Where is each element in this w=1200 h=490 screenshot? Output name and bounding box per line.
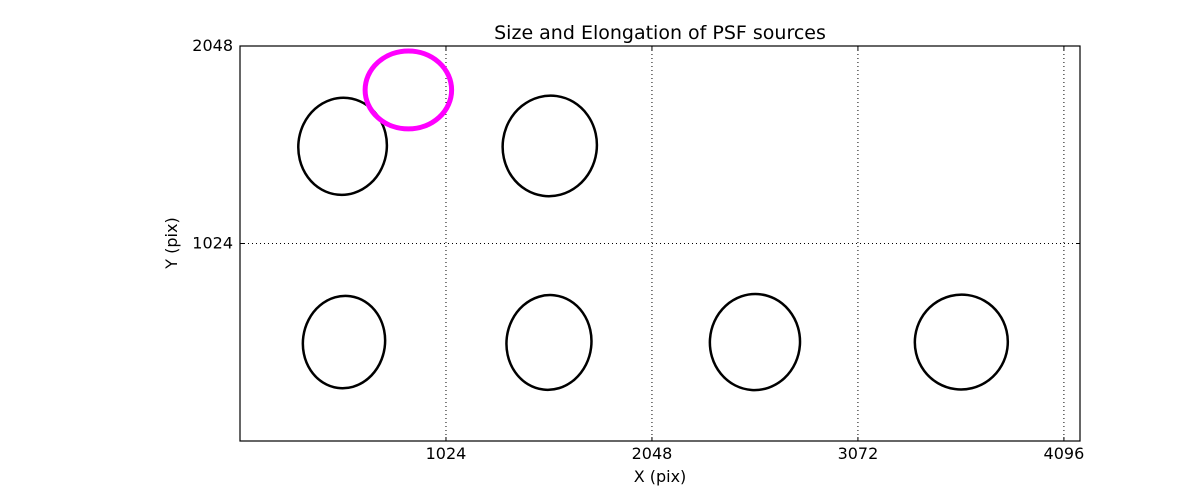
x-axis-label: X (pix) bbox=[634, 467, 687, 486]
y-axis-label: Y (pix) bbox=[162, 217, 181, 269]
psf-ellipse bbox=[913, 293, 1010, 391]
psf-ellipse bbox=[708, 292, 802, 392]
plot-title: Size and Elongation of PSF sources bbox=[494, 22, 826, 44]
highlighted-ellipse bbox=[362, 48, 455, 132]
y-tick-label: 2048 bbox=[192, 36, 233, 55]
psf-ellipse bbox=[501, 94, 599, 198]
axis-ticks bbox=[240, 45, 1080, 441]
x-tick-label: 1024 bbox=[426, 444, 467, 463]
psf-ellipses bbox=[297, 48, 1010, 392]
psf-ellipse bbox=[505, 293, 593, 392]
x-tick-label: 3072 bbox=[838, 444, 879, 463]
y-tick-label: 1024 bbox=[192, 234, 233, 253]
x-tick-label: 4096 bbox=[1044, 444, 1085, 463]
tick-labels: 1024 2048 3072 4096 1024 2048 bbox=[192, 36, 1084, 463]
psf-ellipse bbox=[297, 96, 389, 197]
x-tick-label: 2048 bbox=[632, 444, 673, 463]
gridlines bbox=[240, 46, 1080, 441]
psf-ellipse bbox=[301, 294, 387, 390]
